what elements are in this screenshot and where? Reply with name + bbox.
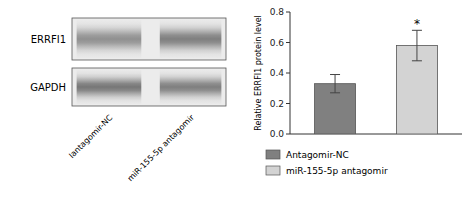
legend-label: miR-155-5p antagomir — [286, 166, 388, 176]
y-tick — [286, 103, 290, 104]
bars — [315, 30, 438, 134]
y-tick — [286, 42, 290, 43]
y-tick — [286, 12, 290, 13]
error-bar — [330, 75, 340, 93]
y-tick-label: 0.8 — [270, 7, 285, 17]
y-tick-label: 0.2 — [270, 99, 284, 109]
annotation: * — [414, 17, 420, 31]
blot-panel: ERRFI1 GAPDH Iantagomir-NC miR-155-5p antag… — [30, 18, 226, 183]
chart: ERRFI1 GAPDH Iantagomir-NC miR-155-5p antag… — [0, 0, 474, 204]
blot-row-label: GAPDH — [30, 82, 66, 93]
blot-box — [72, 68, 226, 106]
legend: Antagomir-NC miR-155-5p antagomir — [266, 150, 388, 176]
legend-swatch — [266, 166, 280, 175]
blot-band — [160, 70, 222, 104]
blot-lane-label: Iantagomir-NC — [67, 113, 114, 160]
blot-lane-label: miR-155-5p antagomir — [126, 113, 197, 184]
blot-box — [72, 18, 226, 60]
blot-row-label: ERRFI1 — [31, 34, 66, 45]
legend-swatch — [266, 150, 280, 159]
y-tick-label: 0.0 — [270, 129, 285, 139]
legend-label: Antagomir-NC — [286, 150, 349, 160]
blot-band — [160, 20, 222, 58]
y-tick-label: 0.4 — [270, 68, 285, 78]
y-tick — [286, 73, 290, 74]
y-tick-label: 0.6 — [270, 38, 285, 48]
y-tick — [286, 134, 290, 135]
blot-band — [77, 20, 142, 58]
error-bar — [412, 30, 422, 61]
y-label: Relative ERRFI1 protein level — [254, 15, 263, 131]
bar-panel: 0.0 0.2 0.4 0.6 0.8 Relative ERRFI1 protein l… — [254, 7, 463, 176]
y-axis — [290, 12, 291, 134]
blot-band — [77, 70, 142, 104]
